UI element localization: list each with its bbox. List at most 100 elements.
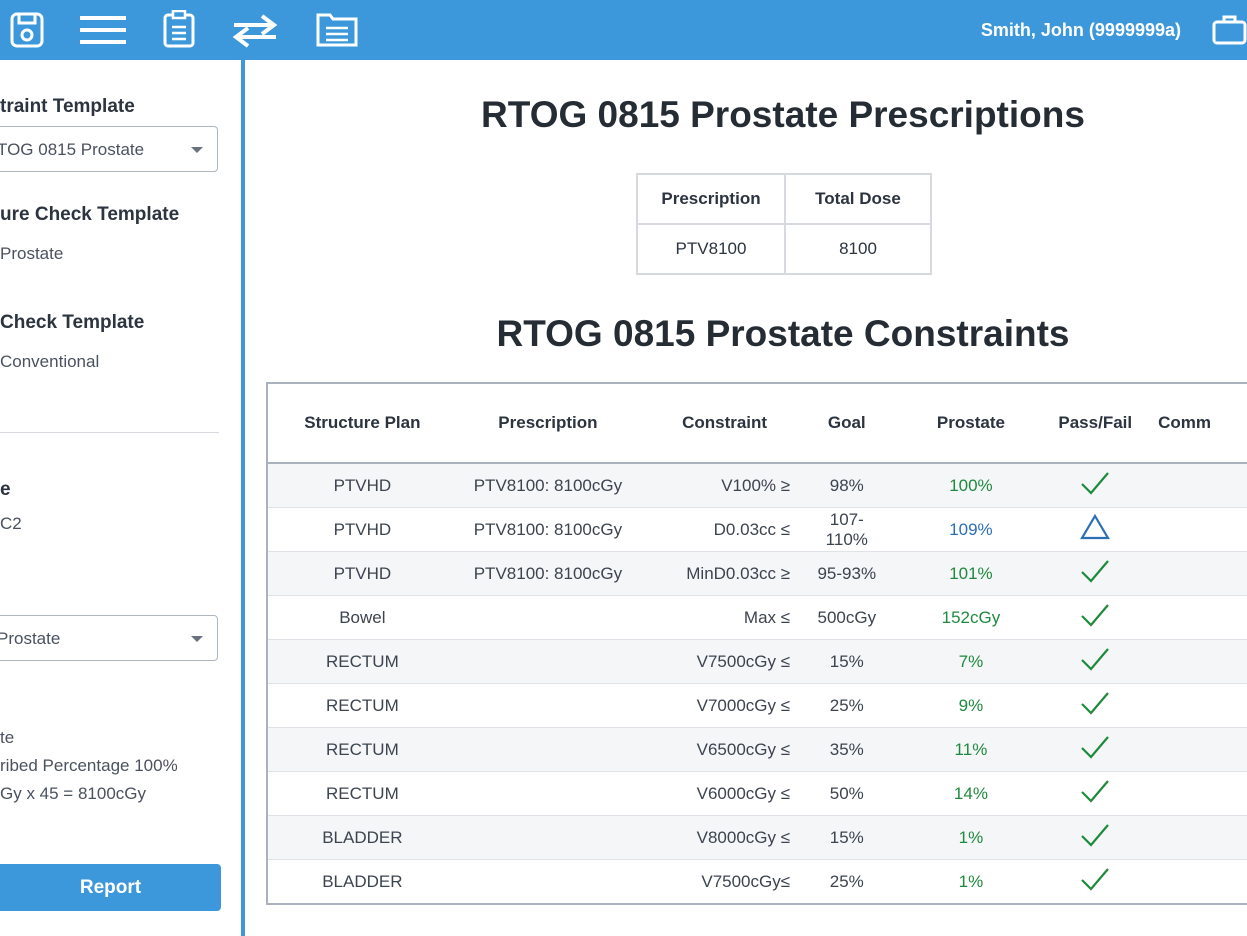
goal-cell: 35% <box>810 727 884 772</box>
table-row: PTVHD PTV8100: 8100cGy D0.03cc ≤107-110% 10… <box>267 507 1247 552</box>
goal-cell: 25% <box>810 683 884 728</box>
pass-icon <box>1081 692 1110 715</box>
cell: PTV8100 <box>636 223 786 275</box>
table-row: PTVHD PTV8100: 8100cGy V100% ≥98% 100% <box>267 463 1247 508</box>
header-cell: Prescription <box>636 173 786 225</box>
check-value: Conventional <box>0 352 100 371</box>
constraint-cell: V7000cGy ≤ <box>639 683 811 728</box>
pass-icon <box>1081 472 1110 495</box>
header-cell: Pass/Fail <box>1058 383 1133 464</box>
clipboard-icon[interactable] <box>163 10 195 48</box>
plan-select[interactable]: Prostate <box>0 615 218 661</box>
status-cell <box>1058 551 1133 596</box>
structure-cell: PTVHD <box>267 551 457 596</box>
divider <box>0 432 219 433</box>
prescriptions-table: Prescription Total Dose PTV8100 8100 <box>636 173 932 275</box>
comment-cell <box>1132 815 1247 860</box>
section-label: e <box>0 479 11 500</box>
constraints-title: RTOG 0815 Prostate Constraints <box>496 313 1070 354</box>
user-name[interactable]: Smith, John (9999999a) <box>980 20 1181 40</box>
comment-cell <box>1132 507 1247 552</box>
cell: 8100 <box>784 223 932 275</box>
structure-cell: RECTUM <box>267 727 457 772</box>
detail: te <box>0 728 15 747</box>
goal-cell: 107-110% <box>810 507 884 552</box>
constraint-label: traint Template <box>0 96 135 117</box>
transfer-icon[interactable] <box>232 14 278 48</box>
document-icon[interactable] <box>316 13 358 47</box>
prescription-cell: PTV8100: 8100cGy <box>456 551 640 596</box>
comment-cell <box>1132 639 1247 684</box>
save-icon[interactable] <box>10 12 44 48</box>
result-cell: 14% <box>883 771 1059 816</box>
header-row: Structure Plan Prescription Constraint Goal… <box>267 383 1247 464</box>
comment-cell <box>1132 859 1247 905</box>
pass-icon <box>1081 824 1110 847</box>
comment-cell <box>1132 771 1247 816</box>
select-text: TOG 0815 Prostate <box>0 140 145 159</box>
prescription-cell <box>456 815 640 860</box>
structure-cell: PTVHD <box>267 463 457 508</box>
prescription-cell: PTV8100: 8100cGy <box>456 463 640 508</box>
result-cell: 9% <box>883 683 1059 728</box>
detail: Gy x 45 = 8100cGy <box>0 784 146 803</box>
menu-icon[interactable] <box>80 14 126 46</box>
report-button[interactable]: Report <box>0 864 221 911</box>
goal-cell: 50% <box>810 771 884 816</box>
prescription-cell <box>456 727 640 772</box>
structure-cell: RECTUM <box>267 683 457 728</box>
constraint-cell: MinD0.03cc ≥ <box>639 551 811 596</box>
status-cell <box>1058 683 1133 728</box>
pass-icon <box>1081 648 1110 671</box>
result-cell: 1% <box>883 859 1059 905</box>
detail: ribed Percentage 100% <box>0 756 178 775</box>
prescription-cell <box>456 683 640 728</box>
goal-cell: 15% <box>810 815 884 860</box>
goal-cell: 98% <box>810 463 884 508</box>
status-cell <box>1058 727 1133 772</box>
constraint-cell: V8000cGy ≤ <box>639 815 811 860</box>
pass-icon <box>1081 780 1110 803</box>
section-value: C2 <box>0 514 22 533</box>
constraint-cell: Max ≤ <box>639 595 811 640</box>
structure-label: ure Check Template <box>0 204 180 225</box>
structure-cell: RECTUM <box>267 771 457 816</box>
header-cell: Goal <box>810 383 884 464</box>
constraint-cell: D0.03cc ≤ <box>639 507 811 552</box>
structure-cell: BLADDER <box>267 815 457 860</box>
pass-icon <box>1081 560 1110 583</box>
goal-cell: 95-93% <box>810 551 884 596</box>
structure-cell: Bowel <box>267 595 457 640</box>
prescription-cell <box>456 639 640 684</box>
select-text: Prostate <box>0 629 61 648</box>
prescription-cell <box>456 595 640 640</box>
status-cell <box>1058 507 1133 552</box>
constraints-table: Structure Plan Prescription Constraint Goal… <box>266 382 1247 905</box>
result-cell: 109% <box>883 507 1059 552</box>
comment-cell <box>1132 727 1247 772</box>
table-row: RECTUM V6500cGy ≤35% 11% <box>267 727 1247 772</box>
check-label: Check Template <box>0 312 145 333</box>
comment-cell <box>1132 551 1247 596</box>
result-cell: 100% <box>883 463 1059 508</box>
table-row: BLADDER V7500cGy≤ 25% 1% <box>267 859 1247 905</box>
goal-cell: 500cGy <box>810 595 884 640</box>
status-cell <box>1058 815 1133 860</box>
briefcase-icon[interactable] <box>1212 15 1247 45</box>
constraint-select[interactable]: TOG 0815 Prostate <box>0 126 218 172</box>
header-cell: Prostate <box>883 383 1059 464</box>
pass-icon <box>1081 604 1110 627</box>
constraint-cell: V6500cGy ≤ <box>639 727 811 772</box>
table-row: RECTUM V7000cGy ≤25% 9% <box>267 683 1247 728</box>
pass-icon <box>1081 868 1110 891</box>
sidebar: traint Template TOG 0815 Prostate ure Ch… <box>0 60 245 936</box>
status-cell <box>1058 639 1133 684</box>
toolbar: Smith, John (9999999a) <box>0 0 1247 60</box>
table-row: RECTUM V6000cGy ≤50% 14% <box>267 771 1247 816</box>
goal-cell: 15% <box>810 639 884 684</box>
prescription-cell <box>456 859 640 905</box>
result-cell: 1% <box>883 815 1059 860</box>
result-cell: 101% <box>883 551 1059 596</box>
table-row: BLADDER V8000cGy ≤15% 1% <box>267 815 1247 860</box>
